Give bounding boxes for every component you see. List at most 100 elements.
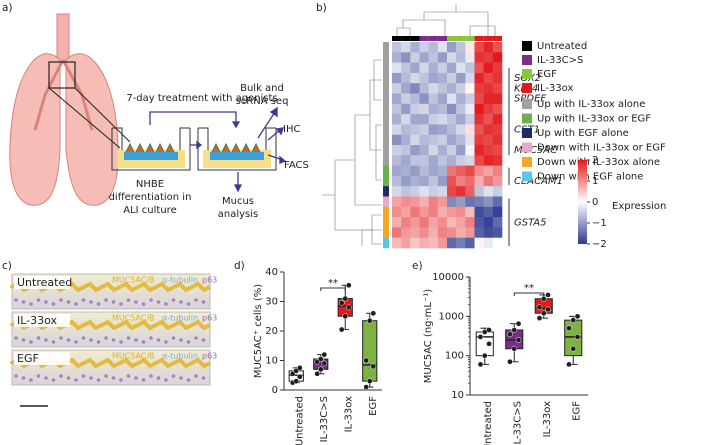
nucleus — [194, 374, 198, 378]
heatmap-cell — [447, 196, 457, 208]
heatmap-cell — [492, 165, 503, 177]
stain-label: α-tubulin — [162, 276, 198, 285]
nucleus — [201, 300, 206, 304]
lung-illustration — [9, 13, 131, 206]
heatmap-cell — [419, 206, 429, 218]
data-point — [293, 378, 300, 384]
heatmap-cell — [428, 114, 439, 125]
label-box — [14, 352, 70, 365]
heatmap-cell — [392, 134, 402, 146]
heatmap-cell — [465, 217, 475, 228]
heatmap-cell — [410, 175, 420, 187]
heatmap-cell — [419, 196, 429, 208]
data-point — [545, 306, 551, 313]
data-point — [363, 357, 370, 364]
row-annotation — [383, 237, 389, 249]
heatmap-cell — [474, 145, 484, 156]
column-annotation — [401, 36, 411, 41]
data-point — [345, 304, 352, 311]
heatmap-cell — [474, 114, 484, 125]
heatmap-cell — [492, 62, 503, 74]
y-tick-label: 0 — [272, 385, 278, 396]
row-annotation — [383, 134, 389, 146]
data-point — [370, 310, 377, 317]
heatmap-cell — [447, 155, 457, 166]
heatmap-cell — [428, 83, 439, 94]
nucleus — [156, 300, 161, 304]
heatmap-cell — [392, 206, 402, 218]
heatmap-cell — [465, 52, 475, 63]
heatmap-cell — [401, 83, 411, 94]
heatmap-cell — [392, 186, 402, 197]
heatmap-cell — [410, 124, 420, 135]
nucleus — [126, 336, 131, 340]
nucleus — [81, 298, 86, 302]
heatmap-cell — [428, 134, 439, 146]
data-point — [574, 313, 581, 320]
heatmap-cell — [474, 237, 484, 249]
nucleus — [89, 376, 93, 380]
heatmap-cell — [483, 237, 494, 249]
nucleus — [141, 302, 146, 306]
output-label: scRNA seq — [236, 96, 289, 107]
data-point — [345, 282, 352, 289]
nucleus — [134, 338, 138, 342]
row-annotation — [383, 93, 389, 105]
heatmap-cell — [456, 114, 466, 125]
nucleus — [89, 338, 93, 342]
heatmap-cell — [447, 52, 457, 63]
nucleus — [194, 298, 198, 302]
heatmap-cell — [483, 134, 494, 146]
data-point — [338, 300, 345, 306]
panel-label: c) — [2, 260, 12, 272]
y-tick-label: 100 — [445, 351, 464, 362]
nucleus — [141, 340, 146, 344]
heatmap-cell — [392, 217, 402, 228]
heatmap-cell — [465, 83, 475, 94]
column-annotation — [492, 36, 502, 41]
heatmap-cell — [483, 186, 494, 197]
heatmap-cell — [483, 206, 494, 218]
heatmap-cell — [456, 217, 466, 228]
panel-label: a) — [2, 2, 13, 14]
data-point — [536, 304, 543, 311]
heatmap-cell — [447, 124, 457, 135]
row-annotation — [383, 175, 389, 187]
heatmap-cell — [392, 165, 402, 177]
nucleus — [156, 338, 161, 342]
heatmap-cell — [447, 237, 457, 249]
heatmap-cell — [428, 124, 439, 135]
heatmap-cell — [483, 42, 494, 53]
heatmap-cell — [456, 145, 466, 156]
heatmap-cell — [392, 155, 402, 166]
nucleus — [81, 374, 86, 378]
heatmap-cell — [447, 206, 457, 218]
legend-swatch — [522, 83, 532, 93]
heatmap-cell — [474, 196, 484, 208]
x-tick-label: IL-33ox — [343, 396, 354, 432]
heatmap-cell — [410, 103, 420, 115]
heatmap-cell — [410, 165, 420, 177]
row-annotation — [383, 145, 389, 156]
heatmap-cell — [401, 206, 411, 218]
colorbar-tick-label: 1 — [592, 176, 598, 187]
heatmap-cell — [410, 83, 420, 94]
y-tick-label: 10 — [451, 390, 464, 401]
heatmap-cell — [401, 145, 411, 156]
y-tick-label: 20 — [265, 326, 278, 337]
nucleus — [171, 374, 176, 378]
significance-label: ** — [328, 278, 338, 289]
nucleus — [186, 340, 191, 344]
heatmap-cell — [474, 52, 484, 63]
heatmap-cell — [483, 93, 494, 105]
nucleus — [96, 302, 101, 306]
nucleus — [66, 338, 71, 342]
nucleus — [149, 374, 153, 378]
data-point — [296, 365, 303, 371]
data-point — [477, 334, 484, 340]
heatmap-cell — [447, 103, 457, 115]
heatmap-cell — [410, 237, 420, 249]
heatmap-cell — [474, 103, 484, 115]
stain-label: p63 — [202, 352, 217, 361]
nucleus — [74, 378, 78, 382]
